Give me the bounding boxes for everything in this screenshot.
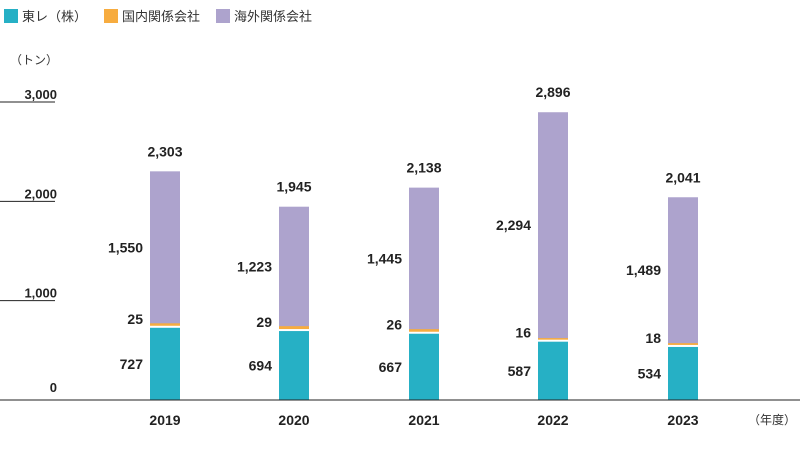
x-tick-label: 2020: [278, 412, 309, 428]
bar-value-label: 26: [386, 317, 402, 333]
legend: 東レ（株） 国内関係会社 海外関係会社: [4, 9, 312, 24]
bar-stack-2023: 534 18 1,489 2,041: [626, 169, 701, 400]
bar-segment: [538, 341, 568, 400]
bar-value-label: 16: [515, 325, 531, 341]
legend-item: 国内関係会社: [104, 9, 200, 24]
legend-swatch: [216, 9, 230, 23]
bar-value-label: 727: [120, 356, 144, 372]
bar-total-label: 1,945: [276, 179, 311, 195]
bar-stack-2021: 667 26 1,445 2,138: [367, 160, 442, 400]
legend-item: 東レ（株）: [4, 9, 87, 24]
bar-total-label: 2,303: [147, 143, 182, 159]
y-tick-label: 3,000: [24, 87, 57, 102]
bar-total-label: 2,138: [406, 160, 441, 176]
x-tick-label: 2023: [667, 412, 698, 428]
legend-item: 海外関係会社: [216, 9, 312, 24]
bar-segment: [668, 346, 698, 400]
bar-value-label: 534: [638, 365, 662, 381]
legend-label: 海外関係会社: [234, 9, 312, 24]
bar-value-label: 667: [379, 359, 403, 375]
bar-segment: [279, 206, 309, 327]
bars: 727 25 1,550 2,303 694 29 1,223 1,945 667 26 1,445…: [108, 84, 701, 400]
bar-segment: [409, 187, 439, 330]
legend-label: 国内関係会社: [122, 9, 200, 24]
bar-value-label: 1,550: [108, 239, 143, 255]
bar-value-label: 29: [256, 314, 272, 330]
bar-value-label: 2,294: [496, 217, 531, 233]
bar-stack-2020: 694 29 1,223 1,945: [237, 179, 312, 400]
legend-swatch: [104, 9, 118, 23]
bar-value-label: 1,223: [237, 258, 272, 274]
y-tick-label: 0: [50, 380, 57, 395]
bar-segment: [668, 197, 698, 344]
bar-segment: [409, 333, 439, 400]
bar-value-label: 18: [645, 330, 661, 346]
x-axis: 2019 2020 2021 2022 2023: [0, 399, 800, 428]
y-tick-label: 1,000: [24, 286, 57, 301]
bar-total-label: 2,041: [665, 169, 700, 185]
y-tick-label: 2,000: [24, 186, 57, 201]
bar-segment: [279, 331, 309, 400]
bar-stack-2019: 727 25 1,550 2,303: [108, 143, 183, 400]
x-tick-label: 2022: [537, 412, 568, 428]
y-unit-label: （トン）: [10, 53, 58, 67]
y-axis: 0 1,000 2,000 3,000: [0, 87, 57, 395]
x-tick-label: 2021: [408, 412, 439, 428]
bar-value-label: 694: [249, 358, 273, 374]
bar-total-label: 2,896: [535, 84, 570, 100]
bar-value-label: 1,489: [626, 262, 661, 278]
bar-value-label: 587: [508, 363, 532, 379]
bar-segment: [538, 112, 568, 339]
bar-value-label: 1,445: [367, 250, 402, 266]
bar-segment: [150, 327, 180, 400]
legend-swatch: [4, 9, 18, 23]
x-tick-label: 2019: [149, 412, 180, 428]
bar-stack-2022: 587 16 2,294 2,896: [496, 84, 571, 400]
bar-segment: [150, 171, 180, 324]
x-axis-label: （年度）: [748, 412, 796, 427]
legend-label: 東レ（株）: [22, 9, 87, 24]
bar-value-label: 25: [127, 311, 143, 327]
